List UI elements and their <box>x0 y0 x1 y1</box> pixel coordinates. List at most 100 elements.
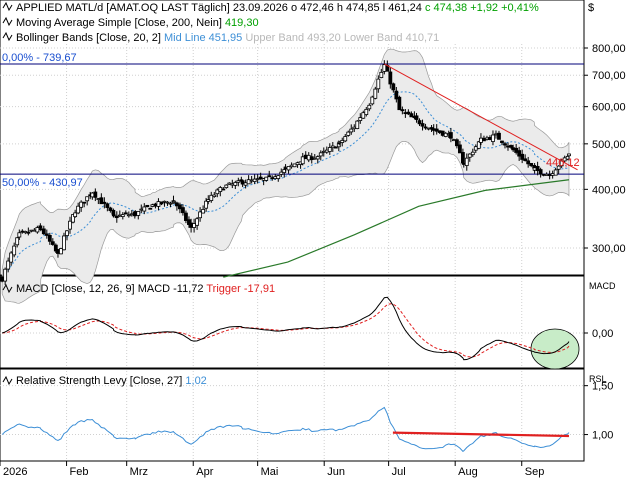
candle <box>327 143 332 155</box>
last-price-label: 440,12 <box>546 157 580 169</box>
macd-line <box>1 296 570 361</box>
candle <box>165 201 170 206</box>
header-date: 23.09.2026 <box>233 2 288 14</box>
macd-panel-frame <box>0 275 585 369</box>
candle <box>35 225 40 234</box>
candle <box>358 113 363 124</box>
candle <box>79 200 84 212</box>
price-trendline <box>384 63 578 171</box>
macd-label: MACD <box>16 283 48 295</box>
candle <box>41 225 46 235</box>
price-tick: 400,00 <box>592 184 626 196</box>
ma-label: Moving Average Simple <box>16 17 131 29</box>
candle <box>454 138 459 149</box>
moving-average-200 <box>223 179 570 278</box>
bb-legend-icon <box>2 31 13 42</box>
candle <box>457 140 462 154</box>
candle <box>497 130 501 140</box>
candle <box>187 216 191 228</box>
header-close: c 474,38 <box>425 2 467 14</box>
candle <box>364 106 369 117</box>
candle <box>467 153 472 162</box>
candle <box>503 141 507 149</box>
candle <box>343 134 348 143</box>
macd-trigger: Trigger -17,91 <box>206 283 275 295</box>
candle <box>397 95 402 111</box>
price-tick: 300,00 <box>592 243 626 255</box>
fib-0-label: 0,00% - 739,67 <box>2 52 77 64</box>
candle <box>276 175 281 182</box>
candle <box>379 68 384 79</box>
header-change-pct: +0,41% <box>501 2 539 14</box>
rsl-legend-icon <box>2 375 13 386</box>
candle <box>509 144 513 149</box>
month-label: 2026 <box>3 466 27 478</box>
candle <box>26 227 31 236</box>
candle <box>209 191 214 203</box>
header-title-line: APPLIED MATL/d [AMAT.OQ LAST Täglich] 23… <box>16 2 539 14</box>
candle <box>85 196 90 206</box>
candle <box>440 130 445 137</box>
month-label: Mai <box>261 466 279 478</box>
candle <box>50 238 55 246</box>
y-axis-labels: 800,00 700,00 600,00 500,00 400,00 300,00 0,00… <box>584 43 626 442</box>
fib-50-label: 50,00% - 430,97 <box>2 177 83 189</box>
candle <box>62 232 66 251</box>
candle <box>349 124 354 135</box>
candle <box>420 119 425 131</box>
month-label: Sep <box>525 466 545 478</box>
candle <box>111 211 116 218</box>
candle <box>15 237 20 248</box>
bb-label: Bollinger Bands <box>16 32 94 44</box>
candle <box>195 216 200 230</box>
candle <box>538 167 543 178</box>
header-ma-line: Moving Average Simple [Close, 200, Nein]… <box>16 17 259 29</box>
month-label: Feb <box>70 466 89 478</box>
candle <box>6 257 11 273</box>
month-label: Mrz <box>130 466 148 478</box>
candle <box>373 86 378 100</box>
candle <box>315 155 320 164</box>
rsl-label: Relative Strength Levy <box>16 375 127 387</box>
candle <box>376 75 381 93</box>
rsl-trendline[interactable] <box>392 431 569 438</box>
price-tick: 700,00 <box>592 70 626 82</box>
candle <box>523 154 528 162</box>
macd-legend-icon <box>2 283 13 294</box>
candle <box>258 172 263 180</box>
candle <box>184 210 188 224</box>
candle <box>224 184 229 189</box>
macd-side-label: MACD <box>589 281 616 291</box>
rsl-side-label: RSL <box>589 374 607 384</box>
candle <box>178 202 182 214</box>
candle <box>201 205 206 214</box>
candle <box>409 111 414 118</box>
candle <box>529 162 534 168</box>
macd-tick: 0,00 <box>592 328 613 340</box>
candle <box>491 130 495 146</box>
rsl-series <box>1 406 570 453</box>
candle <box>145 204 150 208</box>
candle <box>44 229 49 239</box>
candle <box>517 146 522 161</box>
candle <box>370 95 375 106</box>
close-icon[interactable]: $ <box>588 2 594 14</box>
candle <box>148 207 153 210</box>
header-high: h 474,85 <box>337 2 380 14</box>
header-change: +1,92 <box>470 2 498 14</box>
macd-highlight-circle[interactable] <box>530 328 580 370</box>
price-header: APPLIED MATL/d [AMAT.OQ LAST Täglich] 23… <box>2 1 594 44</box>
downtrend-line[interactable] <box>384 63 578 171</box>
candle <box>300 152 305 166</box>
candle <box>434 124 439 135</box>
rsl-params: [Close, 27] <box>130 375 183 387</box>
price-tick: 500,00 <box>592 139 626 151</box>
candle <box>448 127 453 143</box>
candle <box>279 168 284 177</box>
ma-legend-icon <box>2 16 13 27</box>
candle <box>264 176 269 182</box>
ma-params: [Close, 200, Nein] <box>134 17 221 29</box>
candle <box>65 230 69 241</box>
candle <box>3 267 8 285</box>
